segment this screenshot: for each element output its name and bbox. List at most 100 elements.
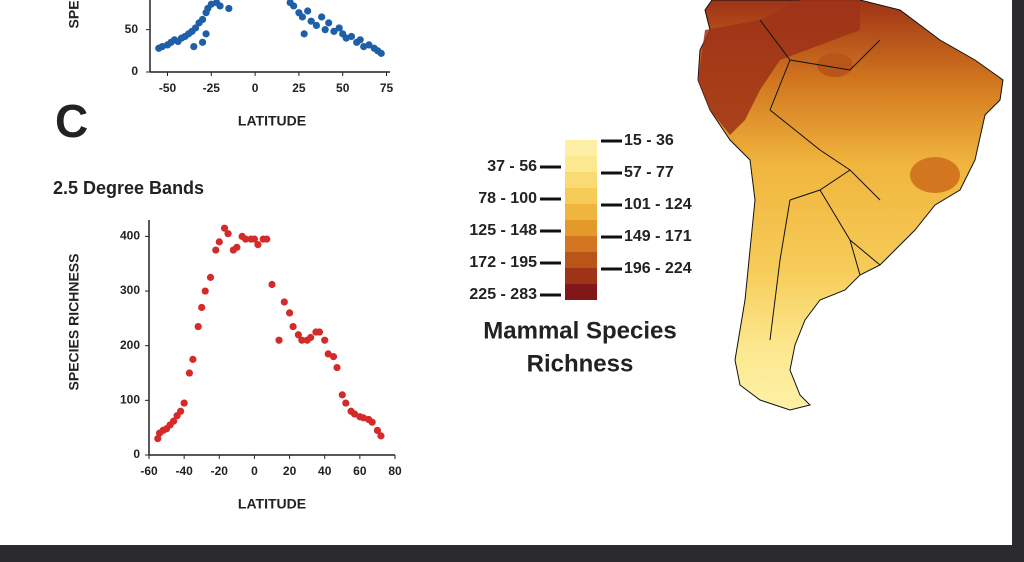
data-point bbox=[356, 36, 364, 44]
data-point bbox=[194, 322, 202, 331]
frame-bottom bbox=[0, 545, 1024, 562]
data-point bbox=[202, 30, 210, 38]
legend-swatch bbox=[565, 188, 597, 204]
data-point bbox=[198, 15, 207, 24]
data-point bbox=[212, 246, 220, 254]
y-tick-label: 400 bbox=[120, 229, 140, 243]
data-point bbox=[180, 399, 188, 407]
data-point bbox=[298, 13, 307, 21]
data-point bbox=[254, 240, 262, 249]
y-tick-label: 0 bbox=[131, 64, 138, 78]
data-point bbox=[189, 355, 197, 363]
data-point bbox=[154, 435, 162, 443]
data-point bbox=[275, 336, 283, 344]
x-tick-label: 75 bbox=[380, 81, 394, 95]
legend-label: 225 - 283 bbox=[469, 286, 537, 303]
x-tick-label: 0 bbox=[252, 81, 259, 95]
data-point bbox=[338, 391, 346, 399]
legend-label: 37 - 56 bbox=[487, 158, 537, 175]
data-point bbox=[224, 230, 232, 238]
legend-swatch bbox=[565, 220, 597, 236]
data-point bbox=[170, 417, 178, 425]
x-axis-title: LATITUDE bbox=[238, 496, 306, 512]
data-point bbox=[294, 331, 302, 339]
data-point bbox=[321, 26, 329, 34]
x-tick-label: -40 bbox=[175, 464, 193, 478]
legend-label: 149 - 171 bbox=[624, 228, 692, 245]
data-point bbox=[312, 21, 321, 30]
panel-label: C bbox=[55, 95, 88, 147]
data-point bbox=[330, 27, 338, 35]
legend-label: 57 - 77 bbox=[624, 164, 674, 181]
data-point bbox=[263, 235, 271, 243]
data-point bbox=[190, 42, 198, 51]
data-point bbox=[307, 17, 315, 25]
legend-swatch bbox=[565, 172, 597, 188]
x-tick-label: -60 bbox=[140, 464, 158, 478]
data-point bbox=[198, 38, 207, 46]
map bbox=[697, 0, 1004, 411]
data-point bbox=[215, 238, 223, 246]
data-point bbox=[191, 24, 200, 32]
y-tick-label: 100 bbox=[120, 393, 140, 407]
legend-label: 172 - 195 bbox=[469, 254, 537, 271]
data-point bbox=[242, 235, 250, 243]
legend-label: 78 - 100 bbox=[478, 190, 537, 207]
data-point bbox=[347, 32, 356, 41]
data-point bbox=[280, 298, 288, 306]
y-tick-label: 0 bbox=[133, 447, 140, 461]
data-point bbox=[177, 407, 185, 415]
data-point bbox=[201, 287, 209, 295]
data-point bbox=[304, 7, 312, 15]
data-point bbox=[377, 49, 385, 57]
data-point bbox=[373, 426, 382, 435]
data-point bbox=[377, 432, 385, 440]
data-point bbox=[185, 369, 194, 377]
legend-label: 15 - 36 bbox=[624, 132, 674, 149]
x-tick-label: -50 bbox=[159, 81, 177, 95]
data-point bbox=[300, 30, 308, 38]
data-point bbox=[321, 336, 329, 344]
data-point bbox=[216, 2, 224, 10]
legend-swatch bbox=[565, 268, 597, 284]
legend-label: 101 - 124 bbox=[624, 196, 692, 213]
data-point bbox=[329, 353, 338, 361]
x-axis-title: LATITUDE bbox=[238, 113, 306, 129]
data-point bbox=[285, 309, 294, 317]
data-point bbox=[289, 322, 297, 331]
x-tick-label: 80 bbox=[388, 464, 402, 478]
data-point bbox=[298, 336, 306, 344]
data-point bbox=[342, 399, 350, 407]
legend-title: Richness bbox=[527, 350, 634, 377]
frame-right bbox=[1012, 0, 1024, 562]
data-point bbox=[318, 13, 326, 21]
data-point bbox=[325, 19, 333, 27]
x-tick-label: 40 bbox=[318, 464, 332, 478]
legend-title: Mammal Species bbox=[483, 317, 676, 344]
data-point bbox=[206, 273, 215, 281]
legend-label: 125 - 148 bbox=[469, 222, 537, 239]
x-tick-label: 25 bbox=[292, 81, 306, 95]
x-tick-label: 50 bbox=[336, 81, 350, 95]
y-axis-title: SPECIES RICHNESS bbox=[66, 254, 82, 391]
data-point bbox=[268, 280, 276, 289]
data-point bbox=[315, 328, 324, 336]
legend-swatch bbox=[565, 204, 597, 220]
data-point bbox=[307, 333, 315, 342]
legend-swatch bbox=[565, 140, 597, 156]
data-point bbox=[333, 363, 341, 372]
y-tick-label: 50 bbox=[125, 22, 139, 36]
data-point bbox=[290, 2, 298, 10]
chart-title: 2.5 Degree Bands bbox=[53, 178, 204, 198]
x-tick-label: 20 bbox=[283, 464, 297, 478]
data-point bbox=[368, 418, 376, 426]
data-point bbox=[233, 243, 241, 251]
legend-swatch bbox=[565, 284, 597, 300]
y-axis-title: SPECIES RICHNESS bbox=[66, 0, 82, 28]
legend-swatch bbox=[565, 156, 597, 172]
legend-swatch bbox=[565, 252, 597, 268]
x-tick-label: 0 bbox=[251, 464, 258, 478]
data-point bbox=[198, 303, 206, 312]
data-point bbox=[250, 235, 259, 243]
